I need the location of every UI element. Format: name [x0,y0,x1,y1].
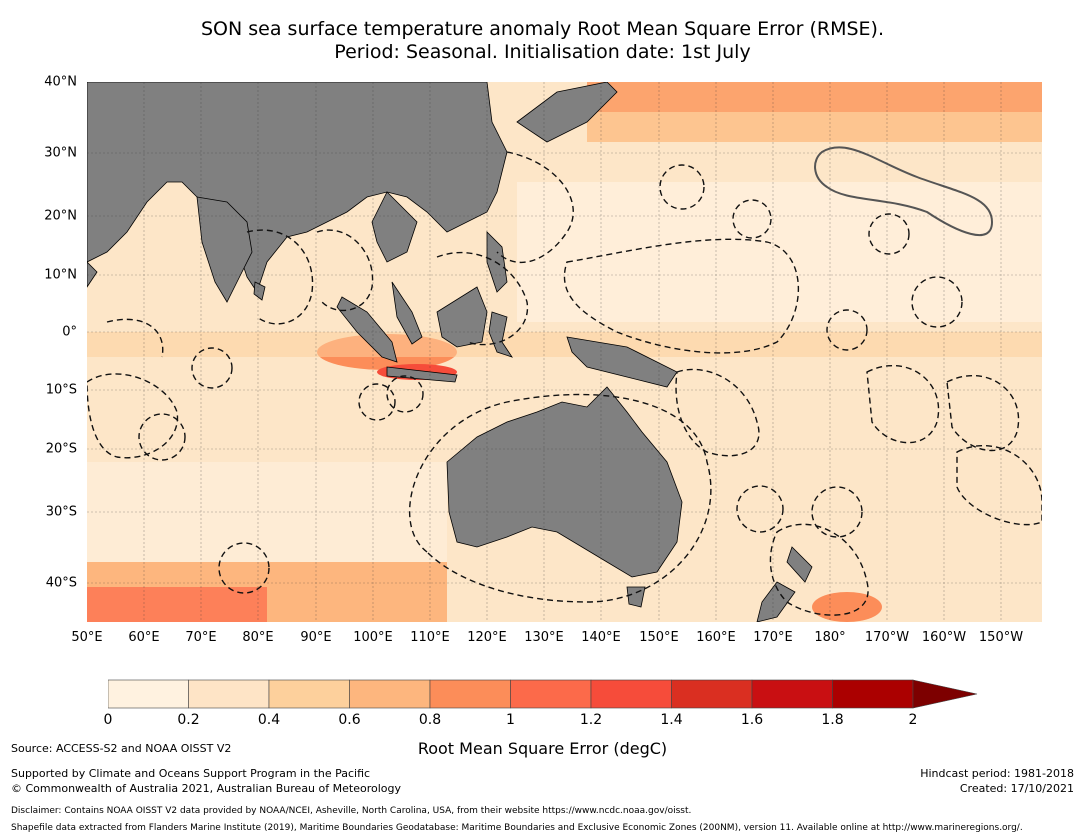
lon-label: 170°E [753,630,793,645]
lat-label: 10°N [44,267,77,283]
hawaii-boundary [814,146,994,237]
source-text: Source: ACCESS-S2 and NOAA OISST V2 [11,742,232,755]
colorbar-swatch [590,679,672,709]
supported-text: Supported by Climate and Oceans Support … [11,767,371,780]
colorbar-tick: 0.8 [418,712,442,728]
map-subtitle: Period: Seasonal. Initialisation date: 1… [334,41,751,63]
colorbar-tick: 1 [506,712,515,728]
created-text: Created: 17/10/2021 [959,782,1074,795]
colorbar-swatch [832,679,914,709]
lat-label: 0° [62,324,77,340]
colorbar-swatch [188,679,270,709]
rmse-map [87,82,1042,622]
lon-label: 110°E [410,630,450,645]
lon-label: 160°E [696,630,736,645]
lon-label: 50°E [71,630,103,645]
lat-label: 40°N [44,74,77,90]
lon-label: 180° [814,630,846,645]
lat-label: 10°S [45,382,77,398]
land-masses [87,82,813,622]
hindcast-text: Hindcast period: 1981-2018 [920,767,1074,780]
lat-label: 20°N [44,208,77,224]
lon-label: 100°E [353,630,393,645]
lat-label: 20°S [45,441,77,457]
colorbar-label: Root Mean Square Error (degC) [417,739,668,758]
colorbar-tick: 0 [103,712,113,728]
lon-label: 120°E [467,630,507,645]
colorbar-swatch [510,679,592,709]
colorbar-swatch [107,679,189,709]
colorbar-extend-arrow [912,679,978,709]
lat-label: 30°S [45,504,77,520]
colorbar-tick: 1.8 [821,712,844,728]
map-title: SON sea surface temperature anomaly Root… [201,18,884,40]
lon-label: 70°E [185,630,217,645]
map-panel [87,82,1042,622]
disclaimer-text: Disclaimer: Contains NOAA OISST V2 data … [11,806,692,816]
lon-label: 160°W [921,630,967,645]
gridlines [87,82,1042,622]
lat-label: 40°S [45,575,77,591]
colorbar-swatch [429,679,511,709]
colorbar-tick: 1.2 [579,712,603,728]
colorbar-tick: 0.6 [338,712,361,728]
colorbar-swatch [349,679,431,709]
lat-label: 30°N [44,145,77,161]
colorbar-tick: 1.6 [740,712,764,728]
lon-label: 170°W [864,630,910,645]
copyright-text: © Commonwealth of Australia 2021, Austra… [11,782,401,795]
colorbar [107,679,980,715]
colorbar-swatch [751,679,833,709]
lon-label: 150°W [978,630,1024,645]
shapefile-text: Shapefile data extracted from Flanders M… [11,823,1023,833]
colorbar-svg [107,679,978,709]
colorbar-tick: 2 [908,712,918,728]
colorbar-tick: 0.4 [257,712,281,728]
lon-label: 150°E [639,630,679,645]
lon-label: 80°E [242,630,274,645]
lon-label: 140°E [581,630,621,645]
lon-label: 60°E [128,630,160,645]
colorbar-swatch [671,679,753,709]
eez-boundaries [87,151,1042,616]
colorbar-tick: 1.4 [660,712,683,728]
colorbar-swatch [268,679,350,709]
colorbar-tick: 0.2 [177,712,200,728]
lon-label: 90°E [300,630,332,645]
lon-label: 130°E [524,630,564,645]
